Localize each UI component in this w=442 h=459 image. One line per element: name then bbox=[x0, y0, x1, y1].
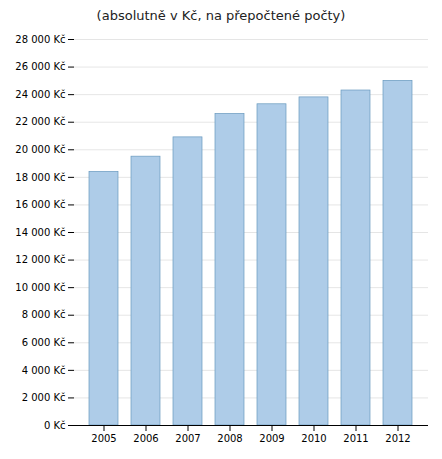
svg-text:2005: 2005 bbox=[91, 433, 116, 444]
svg-text:24 000 Kč: 24 000 Kč bbox=[15, 89, 65, 100]
svg-text:2009: 2009 bbox=[259, 433, 284, 444]
html-text:(absolutně v Kč, na přepočtené: (absolutně v Kč, na přepočtené počty) bbox=[96, 8, 346, 23]
svg-text:10 000 Kč: 10 000 Kč bbox=[15, 282, 65, 293]
svg-text:2006: 2006 bbox=[133, 433, 158, 444]
svg-text:26 000 Kč: 26 000 Kč bbox=[15, 61, 65, 72]
svg-text:4 000 Kč: 4 000 Kč bbox=[22, 365, 66, 376]
svg-text:6 000 Kč: 6 000 Kč bbox=[22, 337, 66, 348]
svg-text:14 000 Kč: 14 000 Kč bbox=[15, 227, 65, 238]
svg-text:2011: 2011 bbox=[343, 433, 368, 444]
svg-text:2012: 2012 bbox=[385, 433, 410, 444]
svg-text:20 000 Kč: 20 000 Kč bbox=[15, 144, 65, 155]
svg-text:2 000 Kč: 2 000 Kč bbox=[22, 392, 66, 403]
svg-text:28 000 Kč: 28 000 Kč bbox=[15, 34, 65, 45]
svg-text:0 Kč: 0 Kč bbox=[44, 420, 66, 431]
svg-text:16 000 Kč: 16 000 Kč bbox=[15, 199, 65, 210]
svg-text:2007: 2007 bbox=[175, 433, 200, 444]
svg-text:12 000 Kč: 12 000 Kč bbox=[15, 254, 65, 265]
svg-text:18 000 Kč: 18 000 Kč bbox=[15, 172, 65, 183]
svg-text:8 000 Kč: 8 000 Kč bbox=[22, 309, 66, 320]
svg-text:22 000 Kč: 22 000 Kč bbox=[15, 116, 65, 127]
svg-text:2010: 2010 bbox=[301, 433, 326, 444]
svg-text:2008: 2008 bbox=[217, 433, 242, 444]
